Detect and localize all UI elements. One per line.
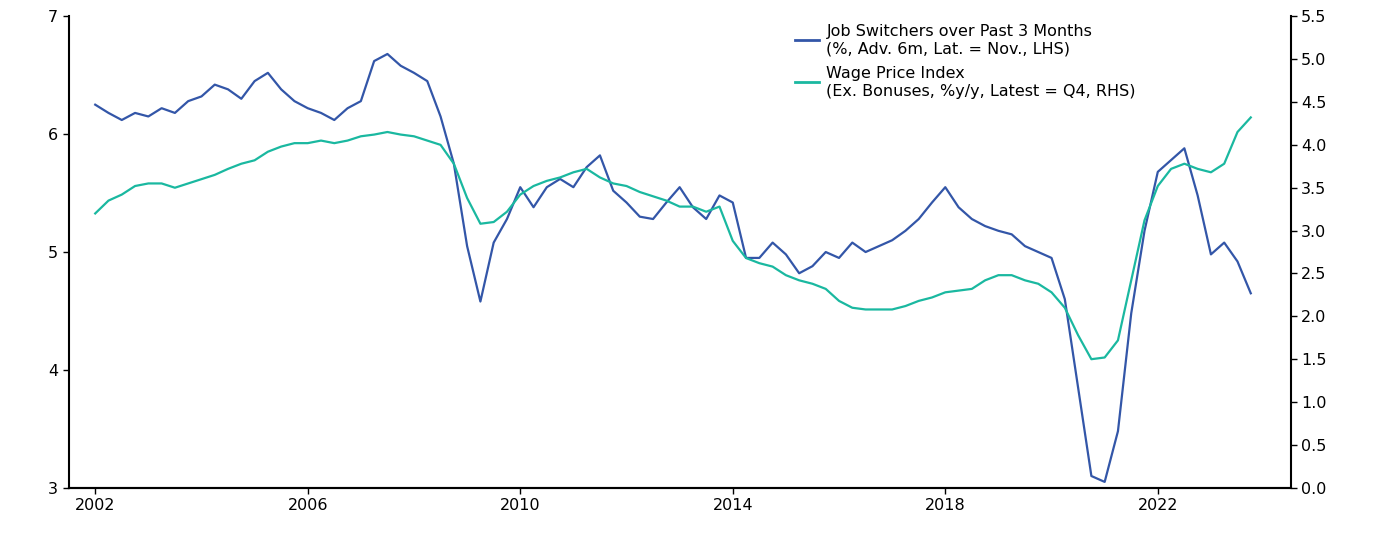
Legend: Job Switchers over Past 3 Months
(%, Adv. 6m, Lat. = Nov., LHS), Wage Price Inde: Job Switchers over Past 3 Months (%, Adv… xyxy=(795,24,1135,99)
